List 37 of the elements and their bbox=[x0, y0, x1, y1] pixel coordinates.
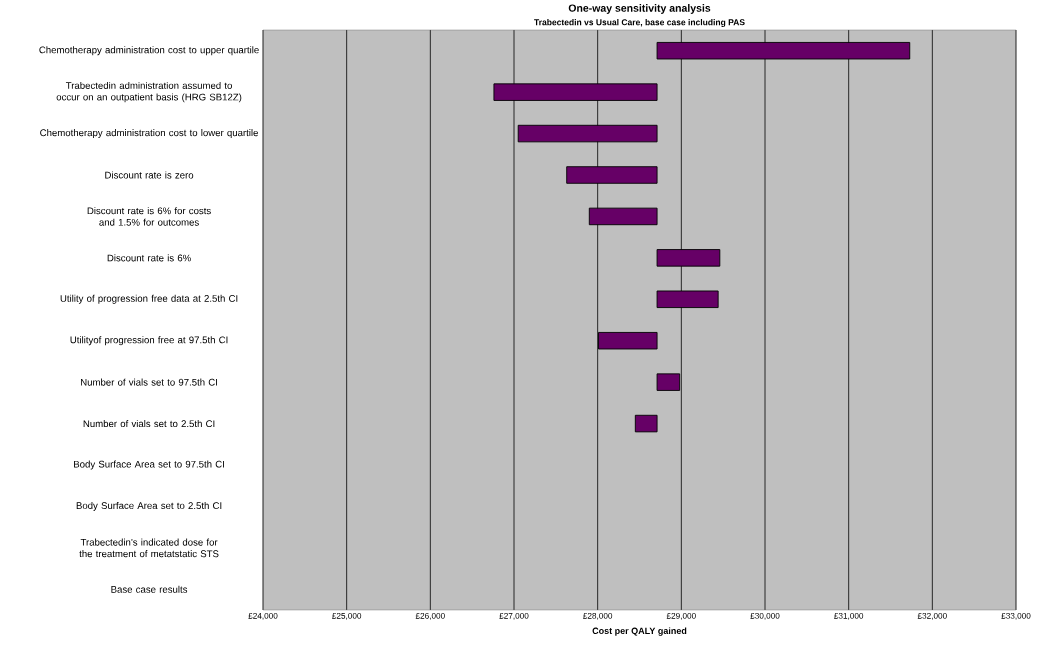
chart-title: One-way sensitivity analysis bbox=[568, 4, 711, 14]
x-tick-label: £32,000 bbox=[917, 612, 947, 620]
bar bbox=[598, 331, 658, 350]
y-tick-label: Trabectedin’s indicated dose for the treatment of metatstatic STS bbox=[79, 538, 219, 558]
x-tick-label: £24,000 bbox=[248, 612, 278, 620]
bar bbox=[656, 249, 721, 267]
bar bbox=[517, 124, 658, 143]
x-tick-label: £26,000 bbox=[415, 612, 445, 620]
x-tick-label: £30,000 bbox=[750, 612, 780, 620]
bar bbox=[566, 166, 658, 184]
y-tick-label: Number of vials set to 2.5th CI bbox=[83, 420, 215, 428]
bar bbox=[588, 207, 658, 226]
bar bbox=[634, 414, 658, 433]
x-tick-label: £33,000 bbox=[1001, 612, 1031, 620]
x-tick-label: £31,000 bbox=[834, 612, 864, 620]
y-tick-label: Chemotherapy administration cost to upper quartile bbox=[39, 46, 259, 56]
x-tick-label: £29,000 bbox=[666, 612, 696, 620]
y-tick-label: Body Surface Area set to 97.5th CI bbox=[74, 460, 224, 470]
y-tick-label: Discount rate is 6% bbox=[107, 254, 191, 262]
bar bbox=[656, 290, 719, 309]
y-tick-label: Number of vials set to 97.5th CI bbox=[81, 378, 217, 386]
chart-subtitle: Trabectedin vs Usual Care, base case including PAS bbox=[534, 19, 745, 27]
y-tick-label: Body Surface Area set to 2.5th CI bbox=[76, 501, 222, 511]
x-tick-label: £27,000 bbox=[499, 612, 529, 620]
x-axis-title: Cost per QALY gained bbox=[592, 627, 687, 636]
y-tick-label: Trabectedin administration assumed to occur on an outpatient basis (HRG SB12Z) bbox=[56, 81, 242, 103]
y-tick-label: Utility of progression free data at 2.5th CI bbox=[60, 294, 238, 304]
y-tick-label: Discount rate is 6% for costs and 1.5% for outcomes bbox=[87, 207, 211, 226]
bar bbox=[493, 83, 658, 101]
bar bbox=[656, 373, 681, 391]
y-tick-label: Discount rate is zero bbox=[105, 171, 194, 179]
bar bbox=[656, 41, 911, 60]
x-tick-label: £25,000 bbox=[332, 612, 362, 620]
y-tick-label: Utilityof progression free at 97.5th CI bbox=[70, 336, 228, 346]
x-tick-label: £28,000 bbox=[583, 612, 613, 620]
y-tick-label: Base case results bbox=[111, 585, 188, 593]
y-tick-label: Chemotherapy administration cost to lower quartile bbox=[40, 129, 258, 139]
